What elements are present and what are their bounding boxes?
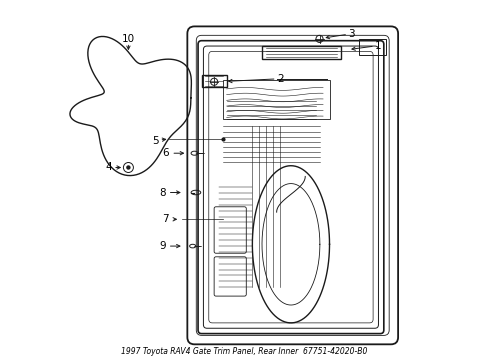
Text: 6: 6 — [163, 148, 169, 158]
Bar — [201, 75, 226, 87]
Bar — [358, 39, 385, 55]
Circle shape — [127, 166, 130, 169]
Text: 7: 7 — [163, 214, 169, 224]
Text: 4: 4 — [105, 162, 112, 172]
Text: 10: 10 — [122, 34, 135, 44]
Text: 9: 9 — [159, 241, 165, 251]
Text: 3: 3 — [347, 28, 354, 39]
Text: 2: 2 — [276, 74, 283, 84]
Text: 8: 8 — [159, 188, 165, 198]
Bar — [262, 46, 340, 59]
Text: 1: 1 — [374, 41, 381, 51]
Text: 5: 5 — [152, 136, 158, 146]
Text: 1997 Toyota RAV4 Gate Trim Panel, Rear Inner  67751-42020-B0: 1997 Toyota RAV4 Gate Trim Panel, Rear I… — [121, 347, 367, 356]
Bar — [223, 80, 329, 119]
